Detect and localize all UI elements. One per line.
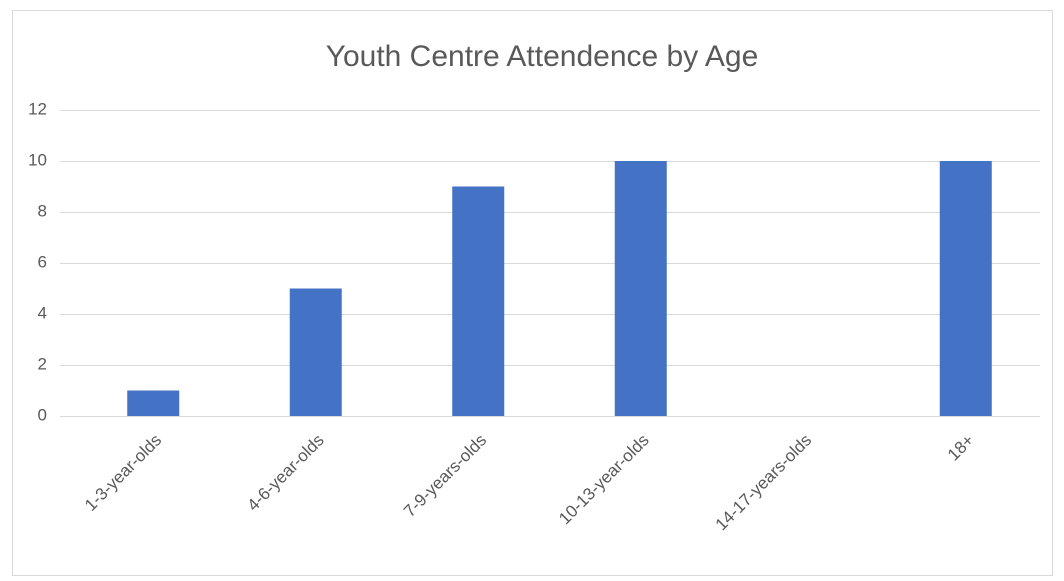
y-tick-label: 12 [28, 99, 47, 118]
y-tick-label: 8 [38, 201, 47, 220]
y-tick-label: 4 [38, 303, 47, 322]
y-tick-label: 10 [28, 150, 47, 169]
bar [452, 186, 505, 416]
chart-border [12, 10, 1053, 576]
bar [939, 161, 992, 416]
y-tick-label: 6 [38, 252, 47, 271]
y-tick-label: 0 [38, 405, 47, 424]
chart-title: Youth Centre Attendence by Age [326, 40, 759, 73]
bar [127, 390, 180, 416]
y-tick-label: 2 [38, 354, 47, 373]
bar [614, 161, 667, 416]
bar [289, 288, 342, 416]
